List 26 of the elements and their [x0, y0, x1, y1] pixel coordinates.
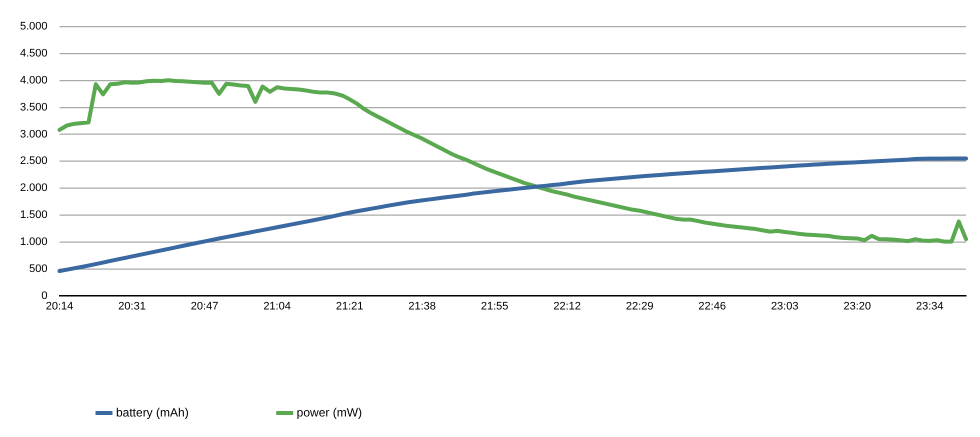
legend-label: battery (mAh)	[116, 405, 189, 420]
x-tick-label: 20:47	[190, 300, 218, 312]
y-tick-label: 5.000	[20, 20, 48, 33]
y-tick-label: 3.000	[20, 128, 48, 140]
y-tick-label: 2.500	[20, 155, 48, 168]
y-tick-label: 4.500	[20, 48, 48, 60]
y-tick-label: 0	[41, 290, 48, 302]
x-tick-label: 22:12	[553, 300, 581, 312]
x-tick-label: 23:03	[770, 300, 798, 312]
x-tick-label: 21:21	[336, 300, 364, 312]
y-tick-label: 1.500	[20, 209, 48, 222]
x-tick-label: 21:38	[408, 300, 436, 312]
x-tick-label: 21:55	[480, 300, 508, 312]
x-tick-label: 20:31	[118, 300, 146, 312]
y-tick-label: 3.500	[20, 101, 48, 114]
y-tick-label: 500	[29, 262, 48, 275]
legend-label: power (mW)	[296, 405, 362, 420]
x-tick-label: 21:04	[263, 300, 291, 312]
y-tick-label: 4.000	[20, 74, 48, 86]
x-tick-label: 20:14	[46, 300, 74, 312]
x-tick-label: 23:20	[843, 300, 871, 312]
y-tick-label: 2.000	[20, 182, 48, 194]
x-tick-label: 23:34	[916, 300, 944, 312]
x-tick-label: 22:46	[698, 300, 726, 312]
y-tick-label: 1.000	[20, 236, 48, 248]
x-tick-label: 22:29	[626, 300, 654, 312]
